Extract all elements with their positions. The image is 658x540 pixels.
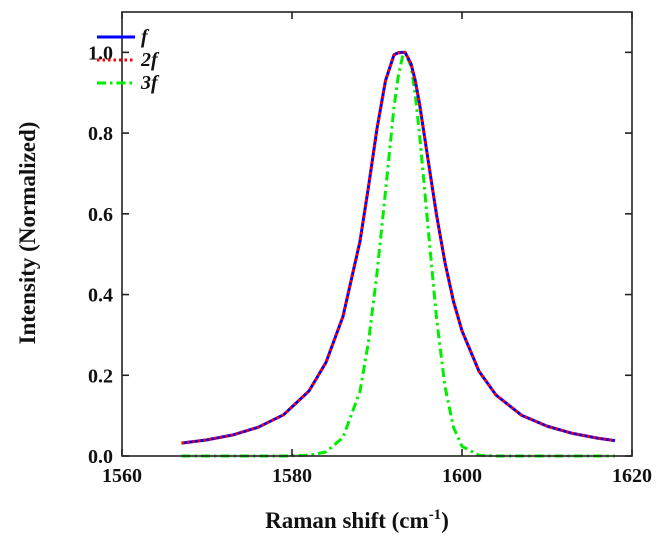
y-tick-label: 0.0: [88, 446, 113, 468]
legend-label-3f: 3f: [140, 72, 160, 94]
x-axis-label-main: Raman shift (cm: [265, 508, 429, 533]
legend-label-f: f: [141, 26, 150, 48]
x-axis-label: Raman shift (cm-1): [265, 507, 449, 533]
y-tick-label: 0.8: [88, 123, 113, 145]
y-tick-label: 1.0: [88, 42, 113, 64]
x-tick-label: 1620: [612, 465, 652, 487]
x-axis-label-suffix: ): [441, 508, 449, 533]
series-line-f: [181, 50, 616, 445]
x-tick-label: 1560: [102, 465, 142, 487]
series-line-2f: [181, 50, 616, 445]
legend-label-2f: 2f: [140, 49, 160, 71]
x-tick-label: 1600: [442, 465, 482, 487]
plot-frame: [121, 11, 633, 457]
x-axis-label-superscript: -1: [429, 507, 442, 523]
y-tick-label: 0.6: [88, 204, 113, 226]
y-tick-label: 0.4: [88, 285, 113, 307]
axes: 1560 1580 1600 1620 0.0 0.2 0.4 0.6 0.8 1.0: [88, 11, 652, 487]
y-axis-label: Intensity (Normalized): [15, 122, 40, 345]
series-line-3f: [181, 50, 615, 458]
x-tick-label: 1580: [272, 465, 312, 487]
y-tick-label: 0.2: [88, 365, 113, 387]
plot-area: [181, 50, 616, 458]
